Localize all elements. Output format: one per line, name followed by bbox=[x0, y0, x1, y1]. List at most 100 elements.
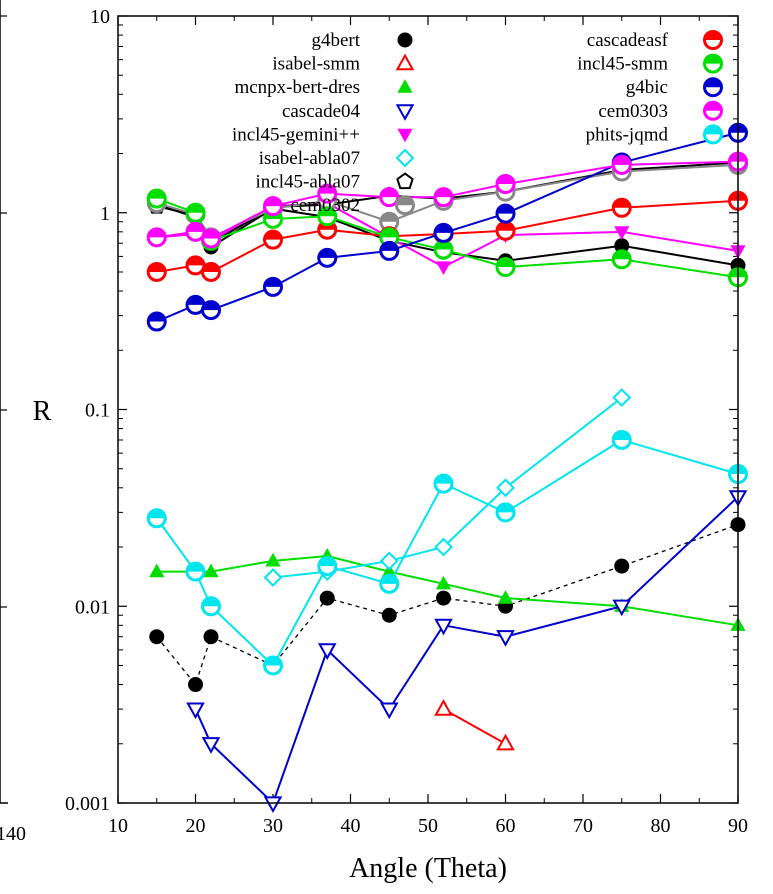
data-point bbox=[614, 558, 630, 574]
data-point bbox=[379, 702, 399, 720]
x-tick-label: 20 bbox=[186, 815, 206, 837]
data-point bbox=[496, 630, 515, 647]
legend-entry: cem0302 bbox=[290, 195, 415, 216]
data-point bbox=[495, 220, 516, 241]
legend-label: cem0302 bbox=[290, 195, 360, 216]
data-point bbox=[263, 655, 283, 676]
data-point bbox=[188, 677, 203, 693]
legend-entry: phits-jqmd bbox=[586, 124, 723, 145]
series-line bbox=[156, 555, 739, 627]
data-point bbox=[496, 733, 515, 751]
data-point bbox=[201, 261, 221, 282]
legend-marker bbox=[396, 172, 414, 190]
y-axis-title: R bbox=[33, 396, 52, 427]
series-cem0303 bbox=[146, 151, 748, 249]
series-isabel-smm bbox=[434, 699, 515, 751]
data-point bbox=[496, 478, 515, 498]
x-tick-label: 70 bbox=[573, 815, 593, 837]
x-tick-label: 10 bbox=[108, 815, 128, 837]
data-point bbox=[146, 227, 167, 248]
legend-label: incl45-smm bbox=[577, 54, 668, 75]
data-point bbox=[379, 573, 400, 594]
data-point bbox=[435, 575, 452, 590]
data-point bbox=[146, 508, 167, 529]
data-point bbox=[186, 702, 205, 720]
data-point bbox=[495, 203, 516, 224]
series-line bbox=[194, 496, 739, 805]
data-point bbox=[185, 202, 206, 223]
data-point bbox=[611, 154, 632, 175]
legend-label: phits-jqmd bbox=[586, 124, 669, 145]
data-point bbox=[436, 590, 451, 606]
legend-entry: mcnpx-bert-dres bbox=[234, 77, 413, 98]
legend-marker bbox=[703, 124, 723, 145]
left-panel-remnant: 140 bbox=[0, 0, 26, 845]
legend-marker bbox=[397, 79, 413, 93]
data-point bbox=[146, 311, 167, 332]
data-point bbox=[317, 206, 338, 227]
data-point bbox=[263, 796, 283, 814]
y-tick-label: 0.01 bbox=[75, 596, 110, 618]
data-point bbox=[433, 222, 454, 243]
data-point bbox=[201, 300, 221, 321]
legend-entry: g4bic bbox=[626, 77, 723, 98]
series-line bbox=[155, 438, 739, 668]
legend-entry: g4bert bbox=[311, 30, 413, 51]
data-point bbox=[317, 556, 338, 577]
legend-marker bbox=[395, 104, 415, 121]
data-point bbox=[263, 276, 283, 297]
data-point bbox=[433, 473, 454, 494]
data-point bbox=[201, 737, 221, 754]
data-point bbox=[263, 196, 283, 217]
series-layer bbox=[146, 122, 748, 814]
data-point bbox=[146, 188, 167, 209]
legend-marker bbox=[703, 100, 723, 121]
legend-marker bbox=[397, 32, 413, 48]
data-point bbox=[611, 429, 632, 450]
data-point bbox=[433, 187, 454, 208]
data-point bbox=[612, 388, 632, 407]
data-point bbox=[381, 607, 397, 623]
x-tick-label: 90 bbox=[728, 815, 748, 837]
legend-label: g4bic bbox=[626, 77, 668, 98]
data-point bbox=[149, 563, 165, 578]
series-line bbox=[443, 708, 506, 745]
data-point bbox=[263, 229, 283, 250]
data-point bbox=[317, 183, 338, 204]
data-point bbox=[185, 561, 206, 582]
legend-marker bbox=[703, 30, 723, 50]
legend-label: cascadeasf bbox=[587, 30, 669, 51]
data-point bbox=[433, 239, 454, 260]
data-point bbox=[201, 596, 221, 617]
series-cascade04 bbox=[186, 490, 748, 814]
legend-label: mcnpx-bert-dres bbox=[234, 77, 360, 98]
data-point bbox=[381, 563, 397, 578]
legend-entry: cascade04 bbox=[282, 101, 415, 122]
data-point bbox=[317, 247, 338, 268]
data-point bbox=[201, 228, 221, 249]
legend-label: incl45-gemini++ bbox=[232, 124, 360, 145]
data-point bbox=[614, 238, 630, 254]
series-phits-jqmd bbox=[146, 429, 748, 676]
legend-label: incl45-abla07 bbox=[256, 172, 360, 193]
data-point bbox=[379, 187, 400, 208]
data-point bbox=[495, 173, 516, 194]
data-point bbox=[379, 551, 399, 571]
data-point bbox=[614, 226, 630, 240]
y-tick-label: 0.001 bbox=[65, 793, 110, 815]
data-point bbox=[319, 590, 335, 606]
data-point bbox=[379, 240, 400, 261]
legend-label: cem0303 bbox=[598, 101, 668, 122]
data-point bbox=[149, 629, 165, 645]
legend-label: g4bert bbox=[311, 30, 360, 51]
data-point bbox=[203, 629, 219, 645]
x-tick-label: 30 bbox=[263, 815, 283, 837]
left-panel-tick-label: 140 bbox=[0, 823, 26, 845]
data-point bbox=[434, 618, 453, 636]
data-point bbox=[203, 563, 219, 578]
data-point bbox=[434, 537, 453, 557]
legend-entry: incl45-abla07 bbox=[256, 172, 414, 193]
data-point bbox=[435, 261, 452, 275]
x-tick-label: 40 bbox=[341, 815, 361, 837]
